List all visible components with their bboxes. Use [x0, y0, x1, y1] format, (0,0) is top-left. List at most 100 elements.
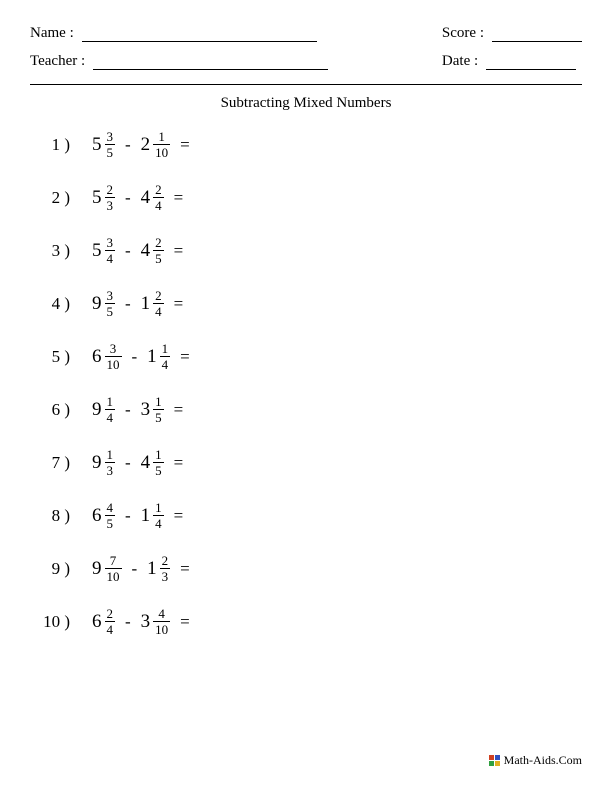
denominator-b: 10 [153, 621, 170, 636]
operand-b: 114 [141, 501, 164, 530]
operand-b: 425 [141, 236, 164, 265]
equals-sign: = [172, 241, 184, 261]
numerator-b: 1 [153, 448, 164, 462]
expression: 523-424= [78, 183, 183, 212]
denominator-a: 10 [105, 568, 122, 583]
teacher-blank[interactable] [93, 52, 328, 70]
problem-row: 7 ) 913-415 = [42, 448, 582, 477]
problem-number: 9 ) [42, 559, 78, 579]
name-label: Name : [30, 25, 74, 42]
whole-b: 4 [141, 187, 151, 209]
denominator-a: 4 [105, 250, 116, 265]
numerator-a: 1 [105, 448, 116, 462]
numerator-b: 1 [153, 501, 164, 515]
expression: 914-315= [78, 395, 183, 424]
fraction-b: 24 [153, 183, 164, 212]
numerator-a: 4 [105, 501, 116, 515]
whole-a: 5 [92, 240, 102, 262]
whole-b: 1 [147, 558, 157, 580]
fraction-a: 45 [105, 501, 116, 530]
problem-row: 3 )534-425= [42, 236, 582, 265]
denominator-b: 3 [160, 568, 171, 583]
problem-row: 10 )624-3410= [42, 607, 582, 636]
minus-operator: - [123, 612, 133, 632]
numerator-b: 2 [153, 289, 164, 303]
problem-number: 7 ) [42, 453, 78, 473]
problem-number: 4 ) [42, 294, 78, 314]
logo-icon [489, 755, 500, 766]
numerator-a: 2 [105, 183, 116, 197]
operand-b: 2110 [141, 130, 171, 159]
problem-number: 10 ) [42, 612, 78, 632]
expression: 645-114= [78, 501, 183, 530]
denominator-b: 5 [153, 250, 164, 265]
problem-number: 3 ) [42, 241, 78, 261]
problem-number: 2 ) [42, 188, 78, 208]
fraction-b: 23 [160, 554, 171, 583]
operand-a: 624 [92, 607, 115, 636]
equals-sign: = [172, 453, 184, 473]
expression: 913-415 = [78, 448, 183, 477]
expression: 935-124= [78, 289, 183, 318]
equals-sign: = [178, 347, 190, 367]
operand-b: 315 [141, 395, 164, 424]
operand-a: 6310 [92, 342, 122, 371]
whole-a: 9 [92, 452, 102, 474]
score-blank[interactable] [492, 24, 582, 42]
fraction-a: 35 [105, 289, 116, 318]
denominator-a: 5 [105, 144, 116, 159]
numerator-a: 3 [105, 289, 116, 303]
problems-list: 1 )535-2110=2 )523-424=3 )534-425=4 )935… [30, 130, 582, 636]
problem-number: 5 ) [42, 347, 78, 367]
denominator-a: 3 [105, 197, 116, 212]
expression: 534-425= [78, 236, 183, 265]
operand-b: 415 [141, 448, 164, 477]
denominator-a: 4 [105, 409, 116, 424]
minus-operator: - [123, 506, 133, 526]
date-blank[interactable] [486, 52, 576, 70]
denominator-b: 4 [153, 515, 164, 530]
fraction-a: 23 [105, 183, 116, 212]
score-field: Score : [442, 24, 582, 42]
minus-operator: - [123, 453, 133, 473]
fraction-b: 24 [153, 289, 164, 318]
expression: 624-3410= [78, 607, 190, 636]
fraction-a: 13 [105, 448, 116, 477]
operand-a: 913 [92, 448, 115, 477]
footer-text: Math-Aids.Com [504, 753, 582, 768]
score-label: Score : [442, 25, 484, 42]
denominator-b: 4 [153, 303, 164, 318]
operand-a: 9710 [92, 554, 122, 583]
fraction-a: 35 [105, 130, 116, 159]
problem-row: 9 )9710-123= [42, 554, 582, 583]
fraction-b: 14 [160, 342, 171, 371]
expression: 6310-114= [78, 342, 190, 371]
expression: 9710-123= [78, 554, 190, 583]
denominator-a: 5 [105, 515, 116, 530]
problem-row: 4 )935-124= [42, 289, 582, 318]
fraction-a: 14 [105, 395, 116, 424]
numerator-a: 3 [105, 236, 116, 250]
numerator-b: 2 [153, 236, 164, 250]
teacher-label: Teacher : [30, 53, 85, 70]
numerator-b: 1 [160, 342, 171, 356]
name-blank[interactable] [82, 24, 317, 42]
footer: Math-Aids.Com [489, 753, 582, 768]
denominator-b: 10 [153, 144, 170, 159]
minus-operator: - [123, 241, 133, 261]
operand-b: 124 [141, 289, 164, 318]
date-label: Date : [442, 53, 478, 70]
numerator-a: 2 [105, 607, 116, 621]
whole-a: 6 [92, 505, 102, 527]
fraction-b: 14 [153, 501, 164, 530]
header: Name : Teacher : Score : Date : [30, 24, 582, 70]
date-field: Date : [442, 52, 582, 70]
fraction-a: 710 [105, 554, 122, 583]
fraction-b: 15 [153, 395, 164, 424]
whole-b: 1 [147, 346, 157, 368]
whole-a: 9 [92, 293, 102, 315]
whole-a: 9 [92, 399, 102, 421]
minus-operator: - [130, 559, 140, 579]
fraction-b: 110 [153, 130, 170, 159]
operand-a: 935 [92, 289, 115, 318]
